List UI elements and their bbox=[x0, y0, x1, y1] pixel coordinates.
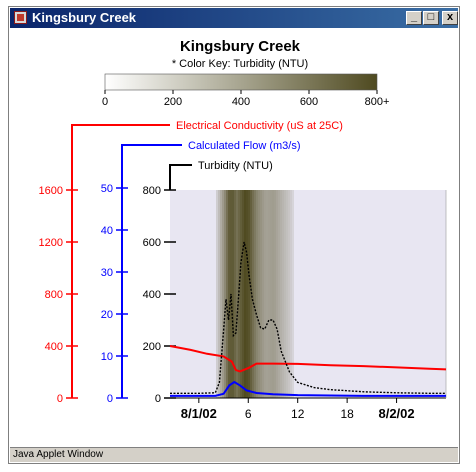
flow-axis-tick-label: 50 bbox=[101, 183, 113, 195]
turbidity-band-strip bbox=[266, 190, 268, 398]
turbidity-band-strip bbox=[246, 190, 248, 398]
x-axis-tick-label: 8/1/02 bbox=[181, 406, 217, 421]
turbidity-band-strip bbox=[226, 190, 228, 398]
conductivity-legend-label: Electrical Conductivity (uS at 25C) bbox=[176, 120, 343, 132]
conductivity-axis-tick-label: 1200 bbox=[39, 237, 63, 249]
turbidity-band-strip bbox=[242, 190, 244, 398]
turbidity-axis-tick-label: 800 bbox=[143, 185, 161, 197]
title-bar[interactable]: Kingsbury Creek _ □ x bbox=[10, 8, 458, 28]
turbidity-band-strip bbox=[222, 190, 224, 398]
turbidity-band-strip bbox=[262, 190, 264, 398]
turbidity-axis-tick-label: 600 bbox=[143, 237, 161, 249]
app-icon bbox=[14, 11, 27, 24]
turbidity-band-strip bbox=[234, 190, 236, 398]
turbidity-band-strip bbox=[288, 190, 290, 398]
turbidity-axis-tick-label: 200 bbox=[143, 341, 161, 353]
conductivity-axis-tick-label: 1600 bbox=[39, 185, 63, 197]
minimize-button[interactable]: _ bbox=[406, 11, 422, 25]
turbidity-band-strip bbox=[252, 190, 254, 398]
turbidity-band-strip bbox=[276, 190, 278, 398]
turbidity-legend-label: Turbidity (NTU) bbox=[198, 160, 273, 172]
flow-legend-label: Calculated Flow (m3/s) bbox=[188, 140, 300, 152]
flow-axis-tick-label: 0 bbox=[107, 393, 113, 405]
turbidity-band-strip bbox=[272, 190, 274, 398]
turbidity-band-strip bbox=[268, 190, 270, 398]
maximize-button[interactable]: □ bbox=[423, 11, 439, 25]
color-key-tick-label: 600 bbox=[300, 96, 318, 108]
turbidity-axis-tick-label: 400 bbox=[143, 289, 161, 301]
status-bar: Java Applet Window bbox=[10, 447, 458, 462]
turbidity-band-strip bbox=[244, 190, 246, 398]
turbidity-band-strip bbox=[278, 190, 280, 398]
turbidity-band-strip bbox=[248, 190, 250, 398]
x-axis-tick-label: 8/2/02 bbox=[378, 406, 414, 421]
color-key-tick-label: 200 bbox=[164, 96, 182, 108]
turbidity-band-strip bbox=[264, 190, 266, 398]
turbidity-band-strip bbox=[218, 190, 220, 398]
x-axis-tick-label: 18 bbox=[340, 407, 354, 421]
turbidity-band-strip bbox=[280, 190, 282, 398]
chart-subtitle: * Color Key: Turbidity (NTU) bbox=[172, 58, 308, 70]
conductivity-axis-tick-label: 800 bbox=[45, 289, 63, 301]
x-axis-tick-label: 6 bbox=[245, 407, 252, 421]
turbidity-band-strip bbox=[260, 190, 262, 398]
turbidity-band-strip bbox=[224, 190, 226, 398]
flow-axis-tick-label: 10 bbox=[101, 351, 113, 363]
turbidity-band-strip bbox=[274, 190, 276, 398]
turbidity-band-strip bbox=[232, 190, 234, 398]
turbidity-axis-tick-label: 0 bbox=[155, 393, 161, 405]
turbidity-band-strip bbox=[286, 190, 288, 398]
turbidity-band-strip bbox=[270, 190, 272, 398]
flow-axis-tick-label: 20 bbox=[101, 309, 113, 321]
turbidity-band-strip bbox=[236, 190, 238, 398]
turbidity-band-strip bbox=[258, 190, 260, 398]
turbidity-band-strip bbox=[290, 190, 292, 398]
conductivity-axis-tick-label: 400 bbox=[45, 341, 63, 353]
turbidity-band-strip bbox=[240, 190, 242, 398]
turbidity-band-strip bbox=[284, 190, 286, 398]
flow-axis-tick-label: 40 bbox=[101, 225, 113, 237]
turbidity-band-strip bbox=[216, 190, 218, 398]
x-axis-tick-label: 12 bbox=[291, 407, 305, 421]
conductivity-axis-tick-label: 0 bbox=[57, 393, 63, 405]
close-button[interactable]: x bbox=[442, 11, 458, 25]
color-key-tick-label: 400 bbox=[232, 96, 250, 108]
color-key-tick-label: 800+ bbox=[365, 96, 390, 108]
conductivity-axis-line bbox=[71, 124, 170, 398]
turbidity-axis-line bbox=[169, 164, 192, 190]
turbidity-band-strip bbox=[228, 190, 230, 398]
turbidity-band-strip bbox=[220, 190, 222, 398]
flow-axis-tick-label: 30 bbox=[101, 267, 113, 279]
turbidity-band-strip bbox=[256, 190, 258, 398]
color-key-bar bbox=[104, 73, 378, 91]
color-key-tick-label: 0 bbox=[102, 96, 108, 108]
chart-title: Kingsbury Creek bbox=[180, 38, 301, 55]
turbidity-series-line bbox=[170, 241, 446, 394]
turbidity-band-strip bbox=[254, 190, 256, 398]
window-title: Kingsbury Creek bbox=[32, 10, 137, 25]
conductivity-series-line bbox=[169, 345, 447, 373]
turbidity-band-strip bbox=[282, 190, 284, 398]
flow-series-line bbox=[170, 380, 446, 397]
turbidity-band-strip bbox=[292, 190, 294, 398]
